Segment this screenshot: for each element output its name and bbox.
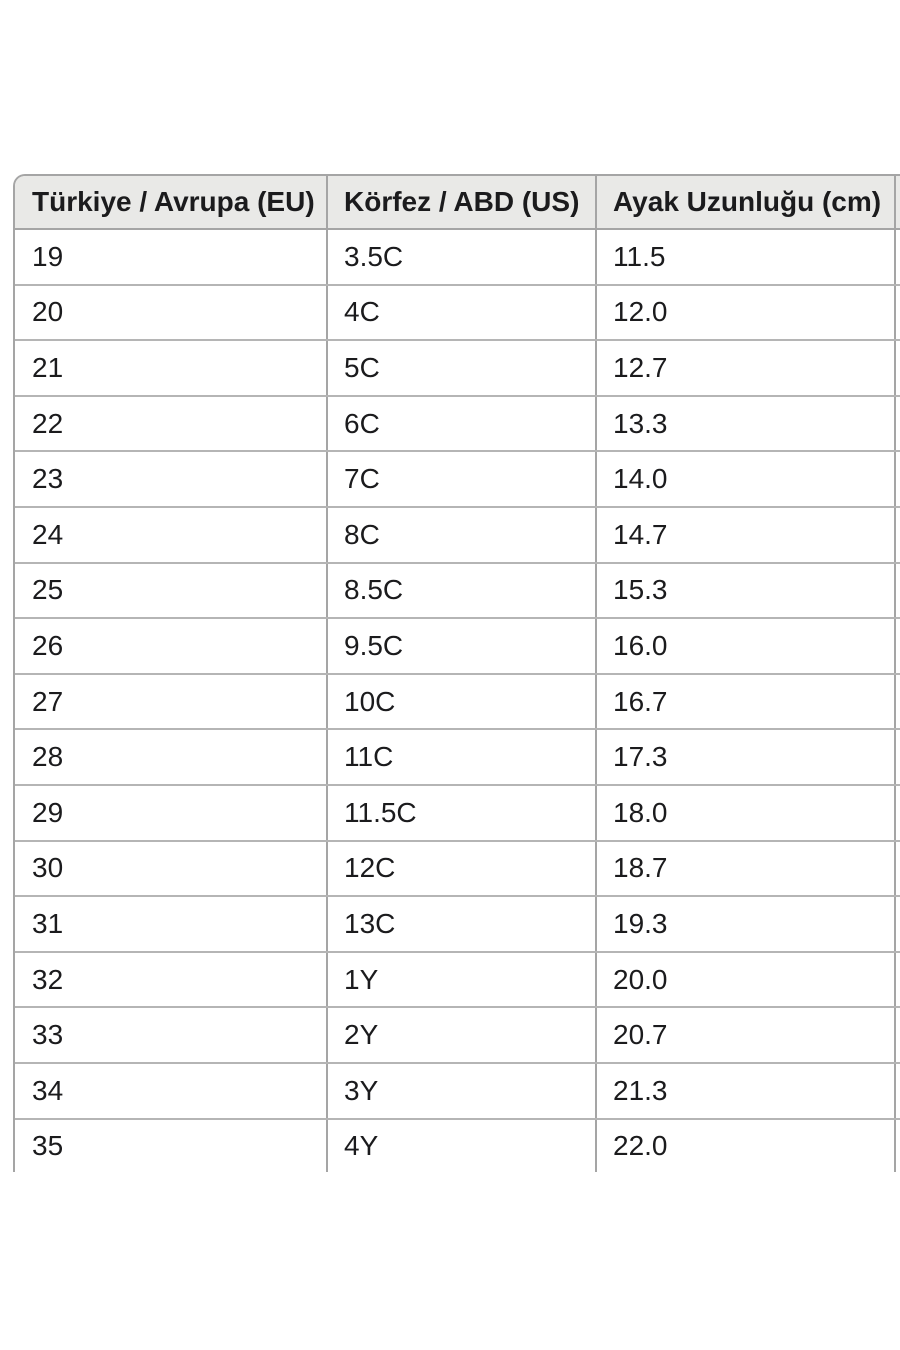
table-cell: 11.5C: [327, 784, 597, 842]
table-row: 20 4C 12.0: [15, 284, 900, 342]
table-row: 35 4Y 22.0: [15, 1118, 900, 1172]
table-row: 32 1Y 20.0: [15, 951, 900, 1009]
table-cell: 26: [15, 618, 328, 675]
table-cell: 30: [15, 840, 328, 898]
table-row: 29 11.5C 18.0: [15, 784, 900, 842]
table-cell: 16.0: [596, 618, 896, 675]
table-row: 19 3.5C 11.5: [15, 229, 900, 286]
table-row: 28 11C 17.3: [15, 729, 900, 786]
table-cell: 12.0: [596, 284, 896, 342]
table-cell: 17.3: [596, 729, 896, 786]
table-cell: 11.5: [596, 229, 896, 286]
table-header: Türkiye / Avrupa (EU) Körfez / ABD (US) …: [15, 176, 900, 230]
table-row: 31 13C 19.3: [15, 896, 900, 953]
table-cell: 4C: [327, 284, 597, 342]
table-cell: 19: [15, 229, 328, 286]
table-cell-cutoff: [895, 395, 900, 453]
table-cell-cutoff: [895, 784, 900, 842]
column-header-cutoff: [895, 176, 900, 230]
table-cell-cutoff: [895, 229, 900, 286]
table-cell: 23: [15, 451, 328, 508]
table-cell: 5C: [327, 340, 597, 397]
table-cell-cutoff: [895, 451, 900, 508]
table-cell-cutoff: [895, 673, 900, 731]
table-cell-cutoff: [895, 840, 900, 898]
header-row: Türkiye / Avrupa (EU) Körfez / ABD (US) …: [15, 176, 900, 230]
table-cell-cutoff: [895, 506, 900, 564]
table-cell: 21.3: [596, 1062, 896, 1120]
column-header-us-size: Körfez / ABD (US): [327, 176, 597, 230]
table-cell-cutoff: [895, 896, 900, 953]
table-cell: 10C: [327, 673, 597, 731]
table-row: 34 3Y 21.3: [15, 1062, 900, 1120]
table-cell-cutoff: [895, 340, 900, 397]
table-cell: 11C: [327, 729, 597, 786]
table-cell: 33: [15, 1007, 328, 1064]
table-cell: 9.5C: [327, 618, 597, 675]
table-cell: 13C: [327, 896, 597, 953]
table-cell: 8C: [327, 506, 597, 564]
table-cell-cutoff: [895, 562, 900, 620]
table-cell: 22: [15, 395, 328, 453]
table-cell-cutoff: [895, 951, 900, 1009]
table-cell: 14.0: [596, 451, 896, 508]
table-cell: 27: [15, 673, 328, 731]
table-cell: 1Y: [327, 951, 597, 1009]
table-cell: 19.3: [596, 896, 896, 953]
table-cell: 13.3: [596, 395, 896, 453]
table-cell: 20: [15, 284, 328, 342]
table-cell-cutoff: [895, 618, 900, 675]
table-row: 24 8C 14.7: [15, 506, 900, 564]
table-cell: 4Y: [327, 1118, 597, 1172]
table-row: 22 6C 13.3: [15, 395, 900, 453]
table-cell-cutoff: [895, 284, 900, 342]
table-cell: 12C: [327, 840, 597, 898]
table-cell: 22.0: [596, 1118, 896, 1172]
table-row: 21 5C 12.7: [15, 340, 900, 397]
table-cell-cutoff: [895, 1062, 900, 1120]
table-cell-cutoff: [895, 1118, 900, 1172]
table-cell: 34: [15, 1062, 328, 1120]
table-cell: 20.7: [596, 1007, 896, 1064]
table-body: 19 3.5C 11.5 20 4C 12.0 21 5C 12.7 22 6C 13.3 23 7C 14…: [15, 229, 900, 1172]
table-row: 27 10C 16.7: [15, 673, 900, 731]
table-cell: 25: [15, 562, 328, 620]
table-row: 26 9.5C 16.0: [15, 618, 900, 675]
table-cell: 28: [15, 729, 328, 786]
table-cell: 3Y: [327, 1062, 597, 1120]
table-cell: 16.7: [596, 673, 896, 731]
table-row: 33 2Y 20.7: [15, 1007, 900, 1064]
table-row: 25 8.5C 15.3: [15, 562, 900, 620]
column-header-eu-size: Türkiye / Avrupa (EU): [15, 176, 328, 230]
table-cell: 20.0: [596, 951, 896, 1009]
table-cell: 2Y: [327, 1007, 597, 1064]
table-row: 23 7C 14.0: [15, 451, 900, 508]
table-cell: 6C: [327, 395, 597, 453]
table-row: 30 12C 18.7: [15, 840, 900, 898]
table-cell: 31: [15, 896, 328, 953]
size-chart-table: Türkiye / Avrupa (EU) Körfez / ABD (US) …: [13, 174, 900, 1172]
table-cell: 15.3: [596, 562, 896, 620]
table-cell: 29: [15, 784, 328, 842]
table-cell: 18.0: [596, 784, 896, 842]
table-cell: 8.5C: [327, 562, 597, 620]
table-cell-cutoff: [895, 729, 900, 786]
table-cell: 21: [15, 340, 328, 397]
table-cell: 3.5C: [327, 229, 597, 286]
table-cell: 14.7: [596, 506, 896, 564]
table-cell-cutoff: [895, 1007, 900, 1064]
table-cell: 18.7: [596, 840, 896, 898]
table-cell: 12.7: [596, 340, 896, 397]
table-cell: 7C: [327, 451, 597, 508]
table-cell: 32: [15, 951, 328, 1009]
table-cell: 35: [15, 1118, 328, 1172]
table-cell: 24: [15, 506, 328, 564]
column-header-foot-length: Ayak Uzunluğu (cm): [596, 176, 896, 230]
size-conversion-table: Türkiye / Avrupa (EU) Körfez / ABD (US) …: [15, 176, 900, 1172]
